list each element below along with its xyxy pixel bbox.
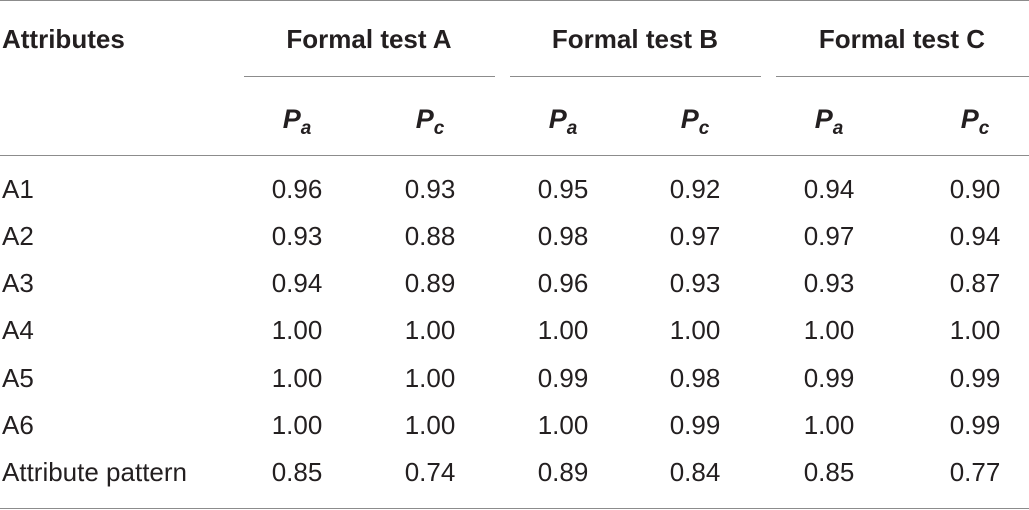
group-rule-formal-test-c bbox=[776, 76, 1029, 77]
header-formal-test-b: Formal test B bbox=[551, 24, 719, 54]
header-pc-test-b: Pc bbox=[680, 104, 710, 139]
table-cell: 0.99 bbox=[669, 410, 721, 440]
header-pa-test-a: Pa bbox=[282, 104, 312, 139]
table-cell: 0.85 bbox=[803, 457, 855, 487]
table-cell: 0.94 bbox=[271, 268, 323, 298]
table-cell: 0.95 bbox=[537, 174, 589, 204]
table-cell: 0.89 bbox=[537, 457, 589, 487]
row-label-a6: A6 bbox=[2, 410, 34, 440]
table-cell: 0.89 bbox=[404, 268, 456, 298]
table-cell: 0.94 bbox=[803, 174, 855, 204]
header-formal-test-c: Formal test C bbox=[818, 24, 986, 54]
table-cell: 0.99 bbox=[949, 363, 1001, 393]
table-cell: 1.00 bbox=[271, 363, 323, 393]
table-cell: 0.74 bbox=[404, 457, 456, 487]
header-bottom-rule bbox=[0, 155, 1029, 156]
row-label-a2: A2 bbox=[2, 221, 34, 251]
table-cell: 0.94 bbox=[949, 221, 1001, 251]
table-cell: 1.00 bbox=[537, 315, 589, 345]
table-cell: 0.99 bbox=[537, 363, 589, 393]
table-cell: 1.00 bbox=[803, 410, 855, 440]
row-label-a4: A4 bbox=[2, 315, 34, 345]
table-cell: 0.90 bbox=[949, 174, 1001, 204]
table-cell: 0.93 bbox=[669, 268, 721, 298]
table-cell: 0.77 bbox=[949, 457, 1001, 487]
table-cell: 1.00 bbox=[803, 315, 855, 345]
table-cell: 1.00 bbox=[669, 315, 721, 345]
row-label-a1: A1 bbox=[2, 174, 34, 204]
table-cell: 1.00 bbox=[271, 315, 323, 345]
group-rule-formal-test-b bbox=[510, 76, 761, 77]
table-cell: 0.97 bbox=[669, 221, 721, 251]
table-cell: 0.85 bbox=[271, 457, 323, 487]
table-cell: 1.00 bbox=[404, 315, 456, 345]
group-rule-formal-test-a bbox=[244, 76, 495, 77]
row-label-attribute-pattern: Attribute pattern bbox=[2, 457, 187, 487]
table-cell: 0.93 bbox=[404, 174, 456, 204]
row-label-a5: A5 bbox=[2, 363, 34, 393]
table-cell: 1.00 bbox=[949, 315, 1001, 345]
table-cell: 0.93 bbox=[803, 268, 855, 298]
table-cell: 0.98 bbox=[669, 363, 721, 393]
table-cell: 1.00 bbox=[404, 363, 456, 393]
table-cell: 1.00 bbox=[271, 410, 323, 440]
table-cell: 0.96 bbox=[537, 268, 589, 298]
header-attributes: Attributes bbox=[2, 24, 125, 54]
header-formal-test-a: Formal test A bbox=[286, 24, 452, 54]
table-top-rule bbox=[0, 0, 1029, 1]
row-label-a3: A3 bbox=[2, 268, 34, 298]
table-cell: 0.88 bbox=[404, 221, 456, 251]
table-bottom-rule bbox=[0, 508, 1029, 509]
table-cell: 1.00 bbox=[404, 410, 456, 440]
header-pc-test-c: Pc bbox=[960, 104, 990, 139]
header-pa-test-b: Pa bbox=[548, 104, 578, 139]
table-cell: 0.92 bbox=[669, 174, 721, 204]
table-cell: 0.84 bbox=[669, 457, 721, 487]
header-pa-test-c: Pa bbox=[814, 104, 844, 139]
table-cell: 0.87 bbox=[949, 268, 1001, 298]
table-cell: 1.00 bbox=[537, 410, 589, 440]
table-cell: 0.97 bbox=[803, 221, 855, 251]
table-cell: 0.96 bbox=[271, 174, 323, 204]
table-cell: 0.98 bbox=[537, 221, 589, 251]
table-cell: 0.99 bbox=[803, 363, 855, 393]
header-pc-test-a: Pc bbox=[415, 104, 445, 139]
table-cell: 0.93 bbox=[271, 221, 323, 251]
table-cell: 0.99 bbox=[949, 410, 1001, 440]
